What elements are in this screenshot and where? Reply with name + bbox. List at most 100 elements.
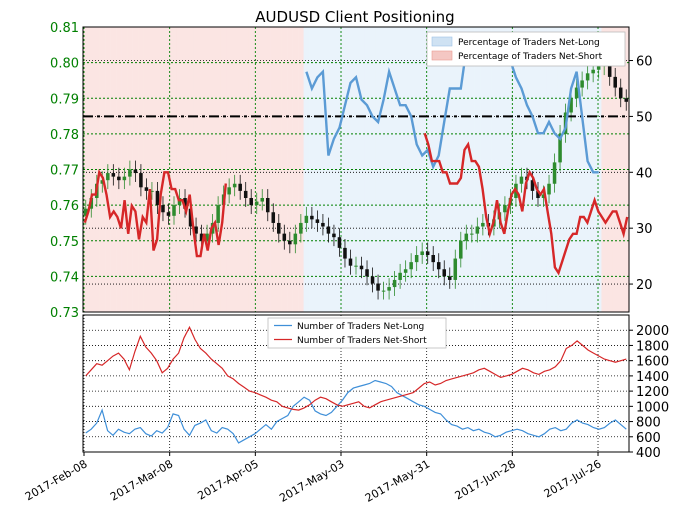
shade-column [303,27,310,312]
shade-column [435,27,442,312]
candle-body [249,198,253,206]
candle-body [475,226,480,234]
candle-body [139,173,143,188]
candle-body [552,162,557,184]
candle-body [503,205,507,213]
legend-bottom: Number of Traders Net-Long Number of Tra… [267,317,447,349]
candle-body [310,215,314,220]
candle-body [618,87,623,99]
shade-column [590,27,597,312]
candle-body [315,219,320,223]
candle-body [304,215,309,223]
shade-column [375,27,382,312]
candle-body [205,233,209,241]
candle-body [607,62,612,77]
candle-body [321,222,325,227]
left-tick-label: 0.73 [50,306,79,321]
right-tick-label-bottom: 1400 [636,370,669,385]
series-line-pct-net-short [83,169,227,258]
right-tick-label: 50 [636,110,653,125]
candle-body [161,205,165,213]
candle-body [398,272,402,280]
legend-top-box [426,31,626,67]
shade-column [276,27,282,312]
candle-body [166,212,171,216]
left-tick-label: 0.78 [50,128,79,143]
left-tick-label: 0.75 [50,235,79,250]
shade-column [562,27,569,312]
shade-column [99,27,106,312]
candle-body [376,283,380,291]
right-tick-label-bottom: 1000 [636,400,669,415]
right-axis-ticks-top: 60 50 40 30 20 [629,55,653,293]
shade-column [287,27,293,312]
candle-body [144,187,149,191]
legend-bottom-box [267,317,447,349]
candle-body [459,240,463,259]
shade-column [579,27,586,312]
candle-body [282,233,287,241]
shade-column [463,27,470,312]
candle-body [277,222,281,234]
candle-body [569,98,573,113]
candle-body [359,265,364,270]
x-axis-ticks: 2017-Feb-08 2017-Mar-08 2017-Apr-05 2017-Ma… [23,452,604,505]
shade-column [83,27,89,312]
x-tick-label: 2017-Mar-08 [108,457,175,503]
shade-column [143,27,150,312]
shade-column [231,27,238,312]
candle-body [133,169,138,174]
legend-label-count-short: Number of Traders Net-Short [297,336,427,346]
top-panel: 0.81 0.80 0.79 0.78 0.77 0.76 0.75 0.74 0.73 60 5… [50,21,653,321]
right-tick-label-bottom: 2000 [636,324,669,339]
legend-swatch-net-long [431,36,453,47]
candle-body [348,258,353,266]
candle-body [128,169,132,177]
candle-body [183,198,187,209]
candle-body [574,87,579,99]
candle-body [343,247,347,259]
right-tick-label-bottom: 1600 [636,355,669,370]
candle-body [436,262,441,270]
shade-column [187,27,194,312]
x-tick-label: 2017-May-03 [277,457,346,505]
bottom-panel-frame [82,314,630,453]
candle-body [122,176,127,181]
shade-column [226,27,233,312]
candle-body [106,173,110,181]
left-tick-label: 0.80 [50,57,79,72]
shade-column [546,27,553,312]
shade-column [347,27,354,312]
shade-column [402,27,409,312]
candle-body [481,222,485,227]
candle-body [299,222,303,234]
legend-top: Percentage of Traders Net-Long Percentag… [426,31,626,67]
shade-column [242,27,249,312]
candle-body [227,187,231,195]
shade-column [447,27,453,312]
candle-body [536,190,540,199]
shade-column [182,27,189,312]
shade-column [386,27,393,312]
candle-body [100,180,105,184]
right-tick-label: 20 [636,278,653,293]
left-tick-label: 0.74 [50,270,79,285]
right-tick-label: 30 [636,222,653,237]
right-tick-label-bottom: 1800 [636,339,669,354]
shade-column [419,27,426,312]
candle-body [580,80,584,88]
candle-body [232,183,237,188]
candle-body [447,276,452,280]
left-axis-ticks: 0.81 0.80 0.79 0.78 0.77 0.76 0.75 0.74 0.73 [50,21,79,321]
legend-label-net-short: Percentage of Traders Net-Short [458,52,603,62]
series-line-count-net-short [85,325,627,411]
top-panel-frame [82,26,630,313]
candle-body [414,255,419,263]
shade-column [391,27,398,312]
legend-swatch-net-short [431,50,453,61]
series-line-pct-net-short-segment [423,132,629,276]
shade-column [259,27,266,312]
candle-body [403,269,408,273]
